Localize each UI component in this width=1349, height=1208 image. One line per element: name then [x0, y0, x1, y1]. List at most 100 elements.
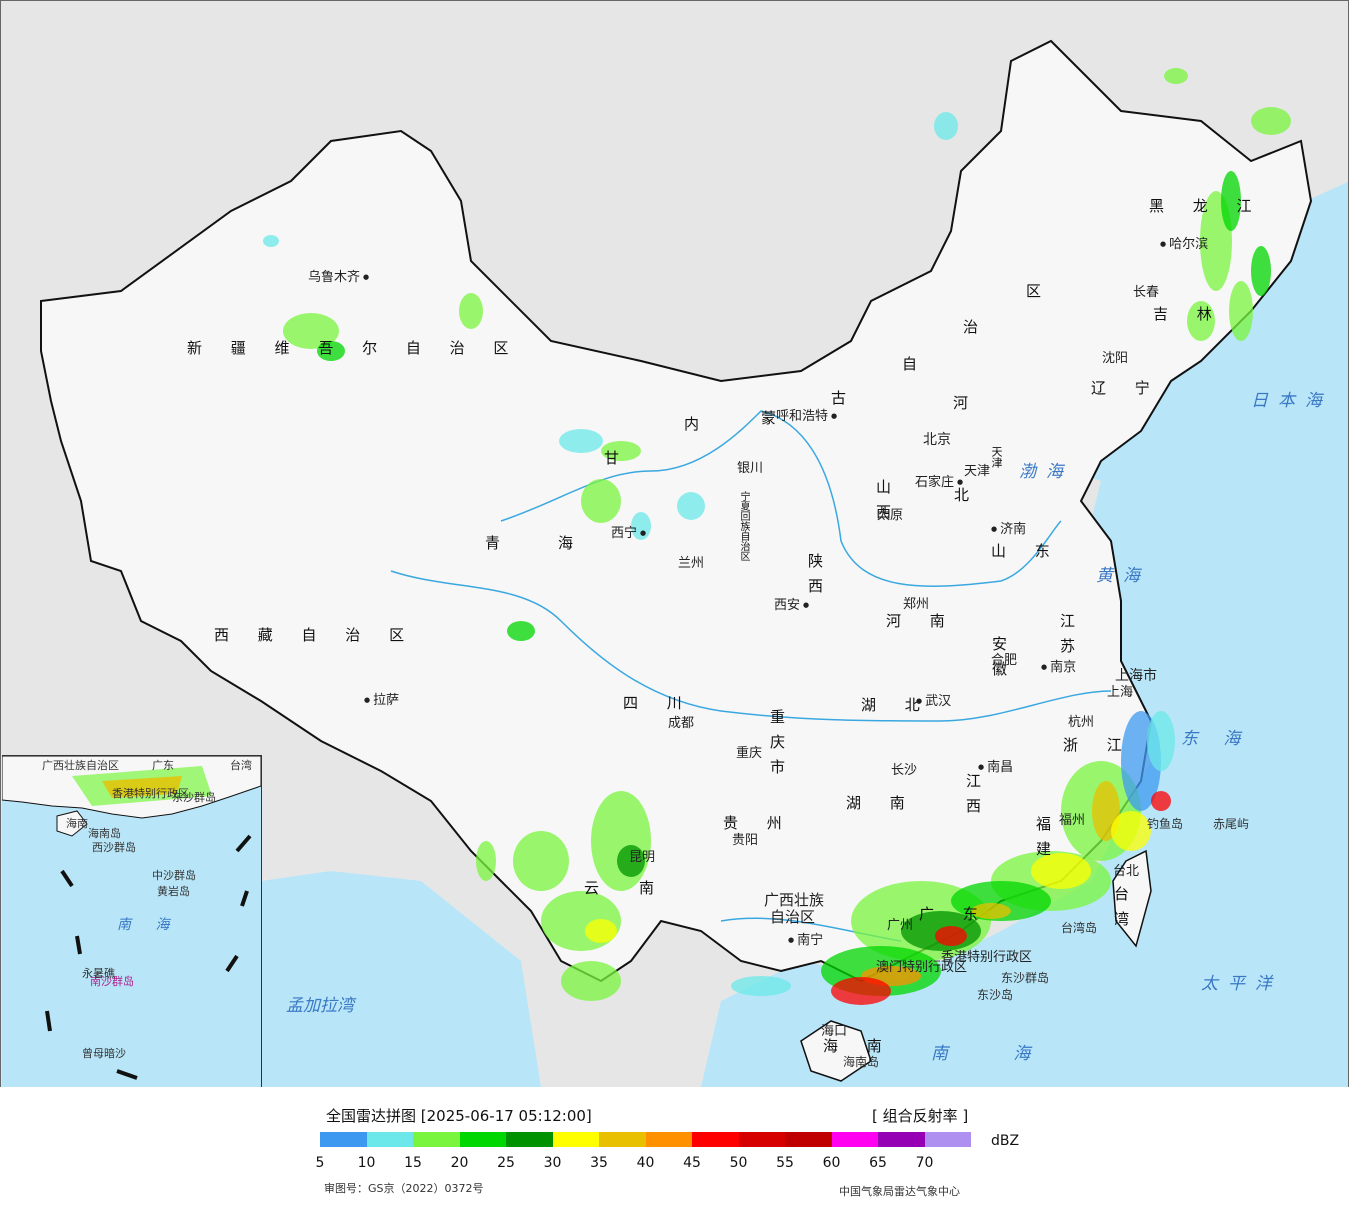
city-macau: 澳门特别行政区: [876, 960, 968, 975]
city-changsha: 长沙: [891, 763, 918, 778]
scale-tick-70: 70: [915, 1155, 934, 1171]
inset-hainan-2: 海南岛: [88, 827, 121, 840]
radar-mosaic-map: 新 疆 维 吾 尔 自 治 区 西 藏 自 治 区 青 海 甘 内 蒙 古 自 …: [0, 0, 1349, 1088]
color-swatch-15: [413, 1132, 460, 1147]
sea-pacific: 太平洋: [1201, 974, 1282, 994]
radar-echo: [1111, 811, 1151, 851]
color-swatch-25: [506, 1132, 553, 1147]
inset-echo-core: [102, 776, 182, 798]
region-qinghai-b: 海: [558, 534, 586, 552]
color-swatch-40: [645, 1132, 692, 1147]
bay-of-bengal: [261, 871, 541, 1087]
radar-echo: [1221, 171, 1241, 231]
radar-echo: [934, 112, 958, 140]
taiwan-island: [1112, 849, 1152, 948]
inset-dash-7: [116, 1069, 138, 1080]
region-yunnan: 云南: [584, 879, 695, 897]
inset-zhongsha: 中沙群岛: [152, 869, 196, 882]
sea-yellow: 黄海: [1096, 566, 1150, 586]
south-china-sea-inset: 广西壮族自治区 广东 台湾 香港特别行政区 东沙群岛 海南 海南岛 西沙群岛 中…: [2, 755, 262, 1087]
region-ningxia: 宁夏回族自治区: [738, 491, 749, 561]
inset-dash-5: [75, 935, 82, 955]
legend-title: 全国雷达拼图 [2025-06-17 05:12:00]: [326, 1107, 592, 1125]
region-anhui: 安徽: [990, 636, 1008, 686]
inset-hainan: [56, 810, 88, 837]
region-hubei: 湖 北: [861, 696, 932, 714]
region-guizhou: 贵 州: [723, 814, 794, 832]
radar-echo: [507, 621, 535, 641]
radar-echo: [1164, 68, 1188, 84]
city-lhasa: 拉萨: [364, 694, 399, 707]
region-shanghai: 上海市: [1115, 668, 1157, 684]
scale-tick-55: 55: [776, 1155, 794, 1171]
inset-dongsha: 东沙群岛: [172, 791, 216, 804]
region-guangdong: 广 东: [919, 905, 990, 923]
region-hebei-b: 北: [954, 486, 982, 504]
city-nanjing: 南京: [1041, 661, 1076, 674]
radar-echo: [476, 841, 496, 881]
region-gansu: 甘: [604, 449, 632, 467]
city-guiyang: 贵阳: [732, 833, 759, 848]
radar-echo: [513, 831, 569, 891]
map-approval-number: 审图号：GS京（2022）0372号: [324, 1182, 484, 1195]
radar-echo: [1229, 281, 1253, 341]
region-zhejiang: 浙 江: [1063, 736, 1134, 754]
radar-echo: [559, 429, 603, 453]
color-swatch-30: [552, 1132, 599, 1147]
color-swatch-70: [924, 1132, 971, 1147]
scale-tick-15: 15: [404, 1155, 422, 1171]
inset-dash-2: [240, 890, 249, 907]
city-wuhan: 武汉: [916, 695, 951, 708]
scale-tick-45: 45: [683, 1155, 701, 1171]
city-urumqi: 乌鲁木齐: [308, 271, 369, 284]
city-hohhot: 呼和浩特: [776, 410, 837, 423]
radar-echo: [1251, 107, 1291, 135]
island-dongsha-islands: 东沙群岛: [1001, 971, 1050, 985]
region-guangxi-1: 广西壮族: [764, 891, 825, 909]
city-harbin: 哈尔滨: [1160, 238, 1208, 251]
radar-echo: [263, 235, 279, 247]
legend-panel: 全国雷达拼图 [2025-06-17 05:12:00] [ 组合反射率 ] 5…: [0, 1087, 1349, 1208]
region-xinjiang: 新 疆 维 吾 尔 自 治 区: [187, 339, 521, 357]
region-shaanxi: 陕西: [806, 553, 824, 603]
region-hunan: 湖 南: [846, 794, 917, 812]
scale-tick-50: 50: [729, 1155, 748, 1171]
radar-echo: [585, 919, 617, 943]
region-neimenggu-2: 蒙: [761, 409, 789, 427]
inset-dash-6: [45, 1010, 52, 1032]
city-xian: 西安: [774, 599, 809, 612]
city-guangzhou: 广州: [887, 918, 914, 933]
inset-hainan-1: 海南: [66, 817, 88, 830]
region-xizang: 西 藏 自 治 区: [214, 626, 417, 644]
radar-echo: [617, 845, 645, 877]
radar-echo: [1147, 711, 1175, 771]
radar-echo: [561, 961, 621, 1001]
city-beijing: 北京: [923, 432, 951, 448]
city-xining: 西宁: [611, 527, 646, 540]
producer-label: 中国气象局雷达气象中心: [839, 1185, 960, 1198]
region-shandong: 山 东: [991, 542, 1062, 560]
island-dongsha: 东沙岛: [977, 988, 1014, 1002]
color-swatch-65: [878, 1132, 925, 1147]
sea-bengal: 孟加拉湾: [286, 996, 354, 1016]
scale-tick-60: 60: [822, 1155, 841, 1171]
region-tianjin: 天津: [990, 446, 1003, 468]
radar-echo: [677, 492, 705, 520]
inset-taiwan: 台湾: [230, 759, 252, 772]
inset-dash-4: [60, 869, 74, 888]
region-chongqing: 重庆市: [768, 709, 786, 784]
inset-zengmu: 曾母暗沙: [82, 1047, 126, 1060]
scale-tick-25: 25: [497, 1155, 515, 1171]
region-guangxi-2: 自治区: [770, 908, 816, 926]
hainan-island: [800, 1020, 872, 1082]
scale-tick-65: 65: [869, 1155, 887, 1171]
region-hebei-a: 河: [953, 394, 981, 412]
inset-xisha: 西沙群岛: [92, 841, 136, 854]
radar-echo: [1187, 301, 1215, 341]
inset-canvas: [2, 756, 261, 1080]
island-hainan: 海南岛: [843, 1055, 880, 1069]
color-swatch-5: [320, 1132, 367, 1147]
scale-tick-10: 10: [357, 1155, 376, 1171]
legend-product: [ 组合反射率 ]: [872, 1107, 969, 1125]
inset-guangxi: 广西壮族自治区: [42, 759, 119, 772]
